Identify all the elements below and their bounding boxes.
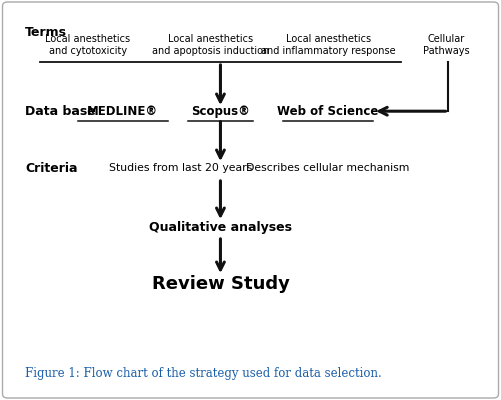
Text: Data base: Data base	[25, 105, 96, 118]
Text: Qualitative analyses: Qualitative analyses	[149, 222, 292, 234]
Text: Web of Science: Web of Science	[278, 105, 379, 118]
Text: Local anesthetics
and apoptosis induction: Local anesthetics and apoptosis inductio…	[152, 34, 269, 56]
Text: Studies from last 20 years: Studies from last 20 years	[109, 163, 252, 173]
Text: Criteria: Criteria	[25, 162, 78, 174]
Text: Local anesthetics
and cytotoxicity: Local anesthetics and cytotoxicity	[45, 34, 130, 56]
Text: Scopus®: Scopus®	[191, 105, 250, 118]
Text: Cellular
Pathways: Cellular Pathways	[422, 34, 469, 56]
Text: Describes cellular mechanism: Describes cellular mechanism	[246, 163, 410, 173]
FancyBboxPatch shape	[3, 2, 498, 398]
Text: Review Study: Review Study	[151, 275, 290, 293]
Text: Local anesthetics
and inflammatory response: Local anesthetics and inflammatory respo…	[261, 34, 395, 56]
Text: Figure 1: Flow chart of the strategy used for data selection.: Figure 1: Flow chart of the strategy use…	[25, 368, 382, 380]
Text: MEDLINE®: MEDLINE®	[87, 105, 158, 118]
Text: Terms: Terms	[25, 26, 67, 39]
